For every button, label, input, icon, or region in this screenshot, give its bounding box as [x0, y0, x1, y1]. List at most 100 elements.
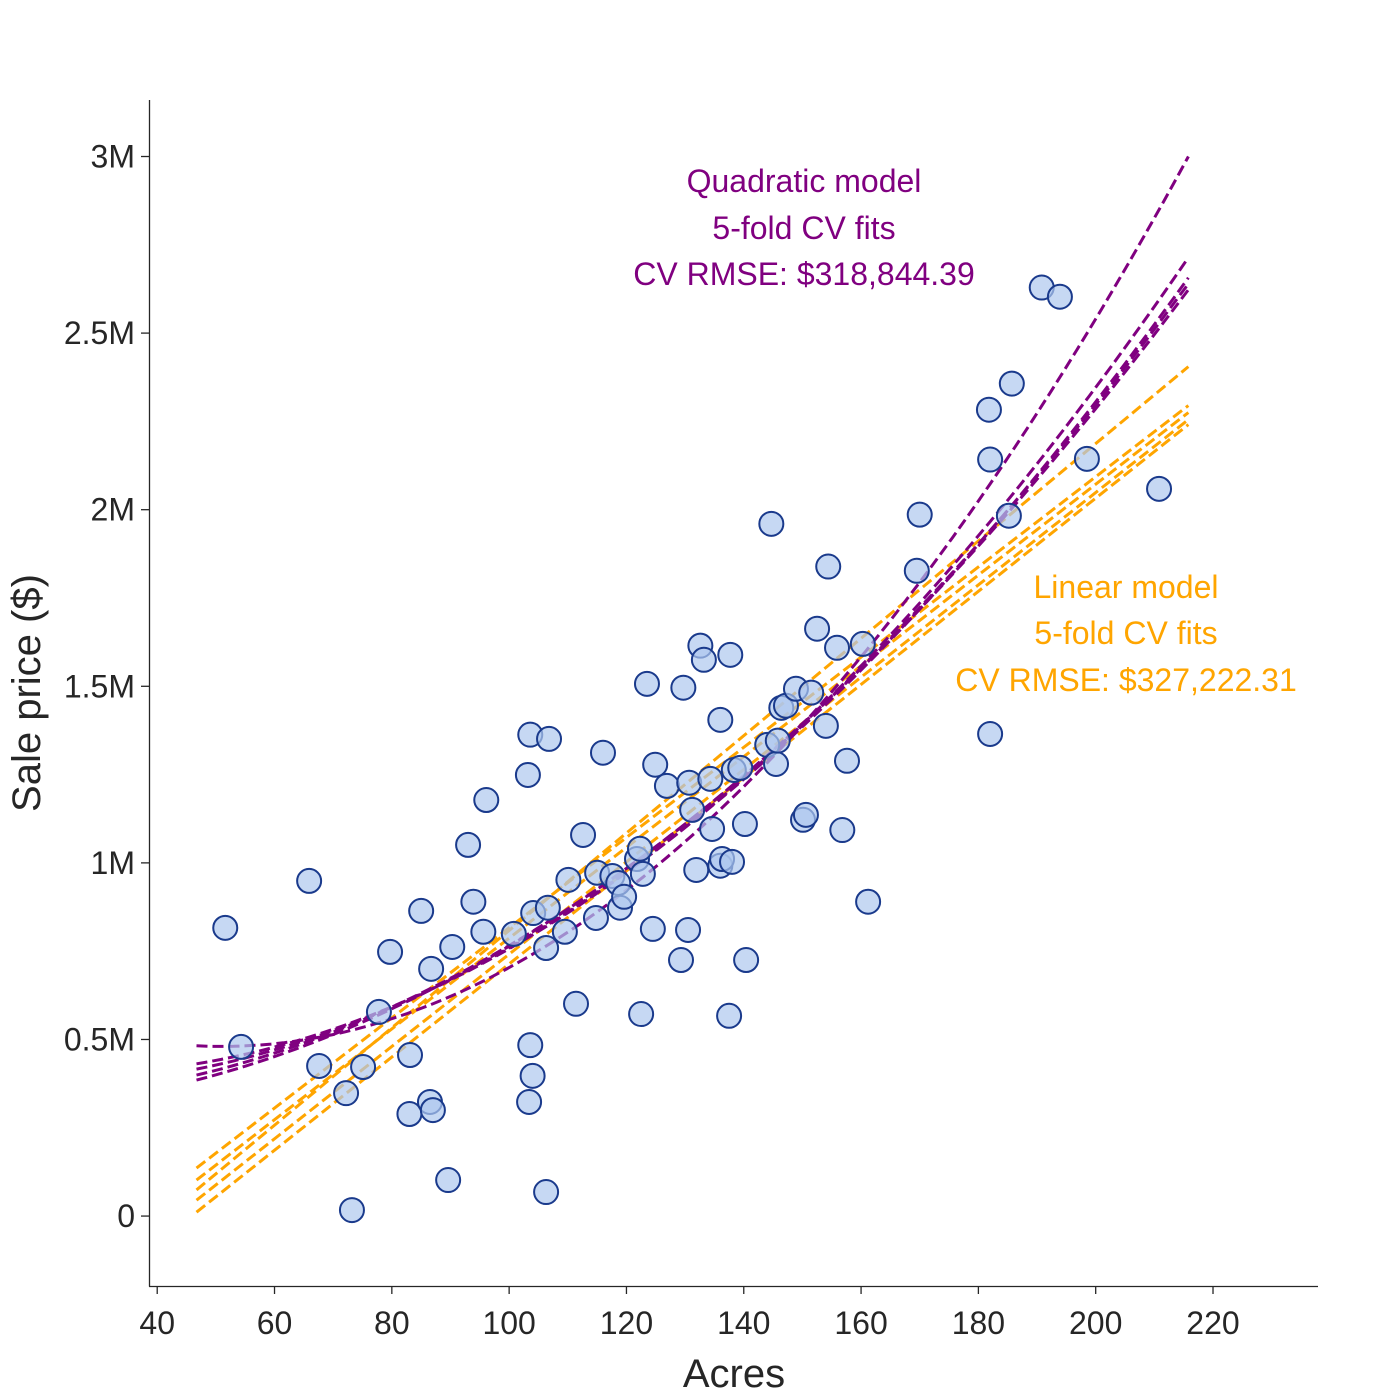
quadratic-fit-line — [196, 256, 1190, 1066]
data-point — [731, 811, 758, 838]
data-point — [829, 817, 856, 844]
quadratic-annotation: Quadratic model 5-fold CV fits CV RMSE: … — [633, 163, 975, 292]
data-point — [473, 787, 500, 814]
data-point — [717, 641, 744, 668]
quadratic-annotation-line: CV RMSE: $318,844.39 — [633, 256, 975, 292]
y-tick-label: 1M — [91, 845, 135, 881]
data-point — [397, 1042, 424, 1069]
data-point — [514, 761, 541, 788]
x-tick-label: 180 — [952, 1305, 1005, 1341]
data-point — [1146, 475, 1173, 502]
data-point — [792, 801, 819, 828]
data-point — [639, 915, 666, 942]
data-point — [683, 856, 710, 883]
data-point — [642, 751, 669, 778]
data-point — [815, 553, 842, 580]
data-point — [533, 1179, 560, 1206]
data-point — [551, 918, 578, 945]
data-point — [563, 990, 590, 1017]
data-point — [855, 888, 882, 915]
data-point — [533, 935, 560, 962]
data-point — [228, 1033, 255, 1060]
data-point — [460, 888, 487, 915]
x-axis-label: Acres — [683, 1352, 785, 1396]
quadratic-annotation-line: 5-fold CV fits — [712, 210, 895, 246]
data-point — [719, 848, 746, 875]
data-point — [350, 1054, 377, 1081]
data-points — [212, 274, 1173, 1224]
data-point — [995, 502, 1022, 529]
data-point — [906, 501, 933, 528]
data-point — [977, 446, 1004, 473]
data-point — [707, 706, 734, 733]
data-point — [500, 920, 527, 947]
data-point — [611, 883, 638, 910]
data-point — [764, 727, 791, 754]
y-axis-label: Sale price ($) — [5, 574, 49, 812]
data-point — [435, 1167, 462, 1194]
data-point — [668, 947, 695, 974]
linear-annotation-line: CV RMSE: $327,222.31 — [955, 662, 1297, 698]
data-point — [824, 634, 851, 661]
data-point — [582, 904, 609, 931]
data-point — [998, 370, 1025, 397]
data-point — [519, 1062, 546, 1089]
data-point — [653, 772, 680, 799]
data-point — [626, 835, 653, 862]
data-point — [633, 670, 660, 697]
x-tick-label: 60 — [257, 1305, 293, 1341]
data-point — [1073, 445, 1100, 472]
y-tick-label: 2.5M — [64, 315, 135, 351]
data-point — [798, 679, 825, 706]
quadratic-fit-line — [196, 155, 1190, 1048]
data-point — [903, 557, 930, 584]
data-point — [377, 938, 404, 965]
data-point — [306, 1052, 333, 1079]
data-point — [833, 747, 860, 774]
data-point — [804, 615, 831, 642]
x-tick-label: 80 — [374, 1305, 410, 1341]
linear-annotation-line: 5-fold CV fits — [1034, 615, 1217, 651]
data-point — [977, 720, 1004, 747]
data-point — [849, 630, 876, 657]
data-point — [408, 897, 435, 924]
data-point — [699, 815, 726, 842]
x-tick-label: 220 — [1186, 1305, 1239, 1341]
data-point — [1046, 283, 1073, 310]
data-point — [676, 769, 703, 796]
x-tick-label: 120 — [600, 1305, 653, 1341]
data-point — [763, 750, 790, 777]
data-point — [419, 1097, 446, 1124]
data-point — [418, 955, 445, 982]
data-point — [812, 712, 839, 739]
data-point — [690, 646, 717, 673]
data-point — [975, 396, 1002, 423]
y-tick-label: 3M — [91, 139, 135, 175]
y-tick-label: 0.5M — [64, 1021, 135, 1057]
x-tick-label: 140 — [717, 1305, 770, 1341]
data-point — [758, 510, 785, 537]
data-point — [670, 674, 697, 701]
x-tick-label: 100 — [482, 1305, 535, 1341]
data-point — [333, 1080, 360, 1107]
data-point — [296, 867, 323, 894]
data-point — [716, 1002, 743, 1029]
data-point — [455, 831, 482, 858]
data-point — [570, 821, 597, 848]
data-point — [212, 914, 239, 941]
data-point — [629, 860, 656, 887]
y-tick-label: 0 — [117, 1198, 135, 1234]
data-point — [516, 1088, 543, 1115]
x-tick-label: 200 — [1069, 1305, 1122, 1341]
linear-annotation: Linear model 5-fold CV fits CV RMSE: $32… — [955, 569, 1297, 698]
quadratic-annotation-line: Quadratic model — [687, 163, 922, 199]
data-point — [589, 739, 616, 766]
data-point — [517, 1032, 544, 1059]
data-point — [679, 796, 706, 823]
data-point — [365, 998, 392, 1025]
axis-ticks: 40 60 80 100 120 140 160 180 200 220 0 0.5M 1M 1.5M 2M… — [64, 139, 1240, 1341]
data-point — [628, 1001, 655, 1028]
data-point — [733, 947, 760, 974]
data-point — [439, 933, 466, 960]
